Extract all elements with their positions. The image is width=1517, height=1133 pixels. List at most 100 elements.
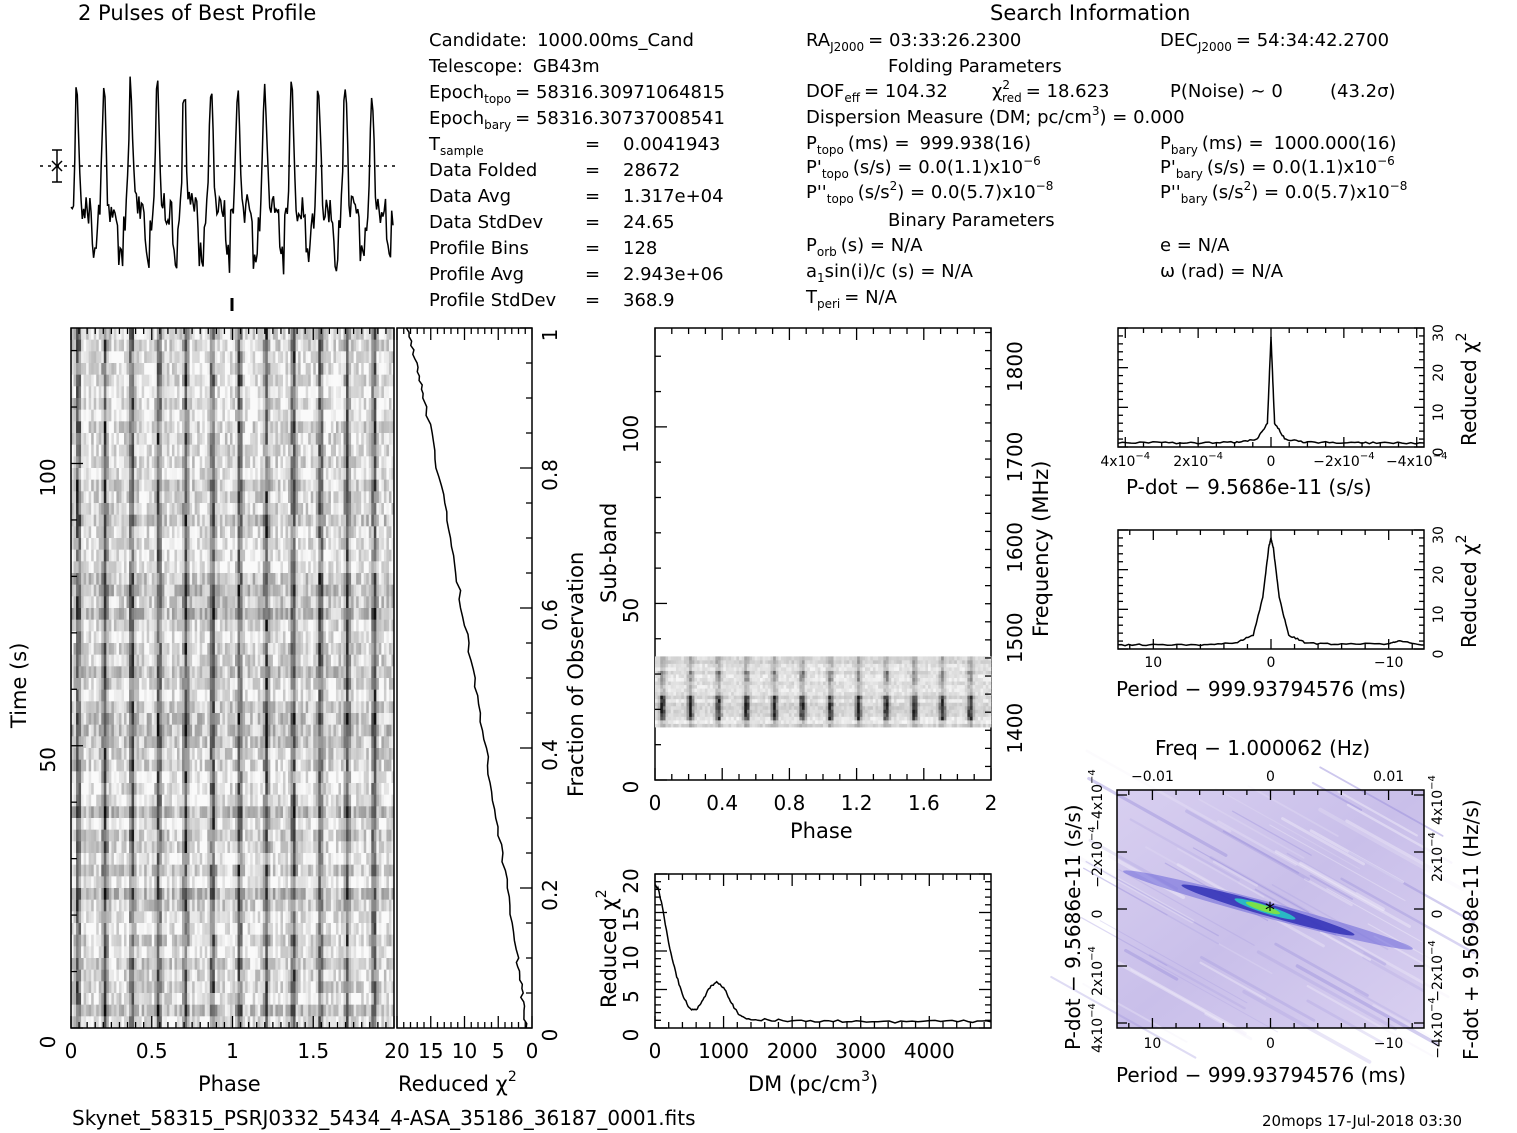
time-phase-cell — [351, 456, 354, 469]
candidate-info-label: Telescope: GB43m — [428, 56, 600, 77]
time-phase-cell — [96, 573, 100, 585]
time-phase-cell — [222, 573, 226, 585]
time-phase-cell — [212, 678, 216, 690]
time-phase-cell — [106, 421, 110, 434]
time-phase-cell — [154, 608, 158, 620]
time-phase-cell — [199, 654, 203, 667]
time-phase-cell — [78, 421, 82, 434]
time-phase-cell — [214, 421, 218, 434]
time-phase-cell — [280, 654, 284, 667]
time-phase-cell — [363, 549, 367, 562]
time-phase-cell — [310, 678, 314, 690]
time-phase-cell — [270, 421, 274, 434]
time-phase-cell — [139, 666, 142, 679]
time-phase-cell — [222, 549, 226, 562]
time-phase-cell — [295, 421, 299, 434]
time-phase-cell — [156, 713, 160, 725]
time-phase-cell — [240, 549, 243, 562]
time-phase-cell — [174, 584, 178, 597]
time-phase-cell — [378, 409, 382, 422]
time-phase-cell — [330, 468, 334, 480]
time-phase-cell — [240, 526, 243, 539]
time-phase-cell — [373, 339, 377, 352]
time-phase-cell — [93, 363, 97, 375]
time-phase-cell — [214, 363, 218, 375]
time-phase-cell — [341, 351, 344, 364]
time-phase-cell — [171, 339, 175, 352]
time-phase-cell — [240, 514, 243, 527]
time-phase-cell — [373, 421, 377, 434]
time-phase-cell — [240, 363, 243, 375]
time-phase-cell — [108, 643, 112, 655]
time-phase-cell — [141, 724, 145, 737]
time-phase-cell — [376, 468, 380, 480]
time-phase-cell — [166, 409, 170, 422]
time-phase-cell — [320, 526, 324, 539]
time-phase-cell — [169, 759, 173, 772]
time-phase-cell — [300, 549, 304, 562]
time-phase-cell — [315, 538, 319, 550]
time-phase-cell — [182, 713, 185, 725]
time-phase-cell — [192, 654, 195, 667]
time-phase-cell — [310, 444, 314, 457]
time-phase-cell — [222, 643, 226, 655]
time-phase-cell — [378, 654, 382, 667]
time-phase-cell — [303, 491, 306, 504]
time-phase-cell — [159, 619, 163, 632]
time-phase-cell — [252, 479, 256, 492]
time-phase-cell — [171, 526, 175, 539]
time-phase-cell — [275, 759, 279, 772]
time-phase-cell — [189, 503, 193, 515]
time-phase-cell — [149, 468, 153, 480]
time-phase-cell — [303, 456, 306, 469]
time-phase-cell — [171, 538, 175, 550]
time-phase-cell — [126, 631, 130, 644]
time-phase-cell — [257, 444, 261, 457]
time-phase-cell — [96, 444, 100, 457]
time-phase-cell — [73, 713, 77, 725]
time-phase-cell — [214, 479, 218, 492]
time-phase-cell — [189, 328, 193, 340]
time-phase-cell — [235, 549, 238, 562]
time-phase-cell — [368, 339, 372, 352]
time-phase-cell — [134, 584, 137, 597]
time-phase-cell — [313, 514, 317, 527]
candidate-info-value: 0.0041943 — [623, 134, 720, 155]
time-phase-cell — [169, 724, 173, 737]
time-phase-cell — [169, 468, 173, 480]
time-phase-cell — [315, 351, 319, 364]
time-phase-cell — [98, 398, 102, 410]
time-phase-cell — [235, 374, 238, 387]
time-phase-cell — [333, 456, 337, 469]
time-phase-cell — [149, 608, 153, 620]
time-phase-cell — [129, 713, 132, 725]
time-phase-cell — [353, 328, 357, 340]
time-phase-cell — [257, 479, 261, 492]
time-phase-cell — [315, 514, 319, 527]
time-phase-cell — [71, 643, 74, 655]
time-phase-cell — [179, 549, 183, 562]
time-phase-cell — [192, 491, 195, 504]
time-phase-cell — [179, 456, 183, 469]
time-phase-cell — [240, 538, 243, 550]
time-phase-cell — [144, 363, 147, 375]
time-phase-cell — [277, 386, 281, 399]
time-phase-cell — [98, 456, 102, 469]
time-phase-cell — [171, 748, 175, 760]
time-phase-cell — [111, 386, 115, 399]
time-phase-cell — [295, 736, 299, 749]
time-phase-cell — [363, 619, 367, 632]
time-phase-cell — [275, 409, 279, 422]
time-phase-cell — [161, 538, 165, 550]
time-phase-cell — [179, 631, 183, 644]
time-phase-cell — [338, 386, 342, 399]
time-phase-cell — [194, 619, 198, 632]
time-phase-cell — [179, 398, 183, 410]
time-phase-cell — [209, 631, 213, 644]
time-phase-cell — [194, 596, 198, 609]
time-phase-cell — [388, 526, 392, 539]
time-phase-cell — [295, 608, 299, 620]
time-phase-cell — [134, 678, 137, 690]
time-phase-cell — [106, 771, 110, 784]
time-phase-cell — [111, 421, 115, 434]
